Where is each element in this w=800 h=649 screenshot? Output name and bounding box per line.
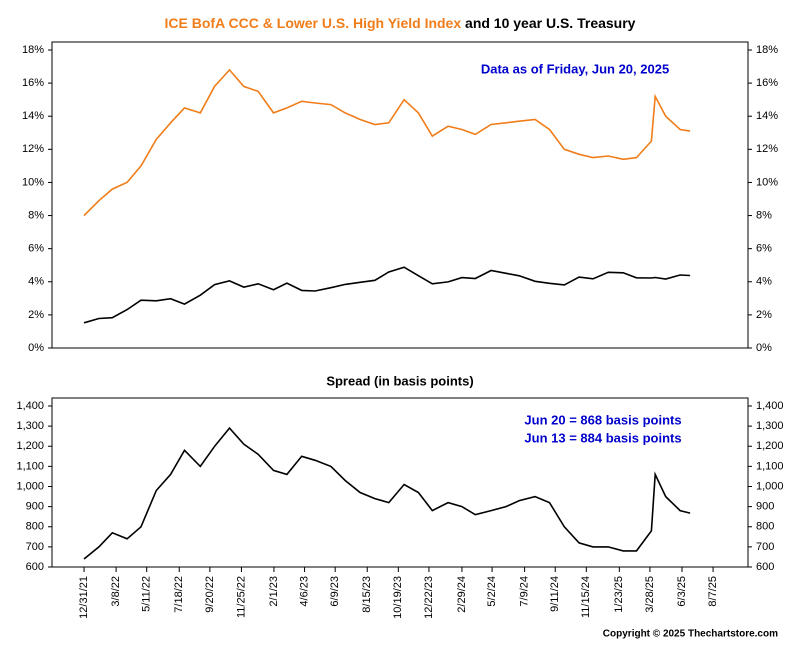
y-tick-label: 18% — [756, 44, 778, 56]
y-tick-label: 900 — [26, 501, 44, 513]
y-tick-label: 1,300 — [16, 420, 44, 432]
y-tick-label: 1,100 — [756, 460, 784, 472]
x-tick-label: 12/22/23 — [423, 576, 435, 619]
copyright: Copyright © 2025 Thechartstore.com — [603, 629, 778, 640]
y-tick-label: 16% — [22, 77, 44, 89]
x-tick-label: 1/23/25 — [613, 576, 625, 613]
y-tick-label: 10% — [22, 176, 44, 188]
y-tick-label: 900 — [756, 501, 774, 513]
series-line — [83, 68, 691, 217]
y-tick-label: 800 — [26, 521, 44, 533]
annotation: Data as of Friday, Jun 20, 2025 — [481, 61, 669, 76]
plot-frame — [51, 397, 749, 568]
y-tick-label: 4% — [28, 276, 44, 288]
x-tick-label: 6/9/23 — [329, 576, 341, 607]
series-line — [83, 426, 691, 560]
y-tick-label: 700 — [26, 541, 44, 553]
x-tick-label: 3/8/22 — [110, 576, 122, 607]
panel-title: Spread (in basis points) — [326, 373, 473, 388]
y-tick-label: 1,400 — [756, 400, 784, 412]
x-tick-label: 12/31/21 — [78, 576, 90, 619]
y-tick-label: 700 — [756, 541, 774, 553]
series-line — [83, 266, 691, 324]
y-tick-label: 8% — [28, 209, 44, 221]
y-tick-label: 1,000 — [16, 480, 44, 492]
x-tick-label: 7/18/22 — [173, 576, 185, 613]
x-tick-label: 3/28/25 — [644, 576, 656, 613]
x-tick-label: 9/20/22 — [204, 576, 216, 613]
x-tick-label: 2/1/23 — [268, 576, 280, 607]
x-tick-label: 5/11/22 — [141, 576, 153, 612]
y-tick-label: 1,200 — [16, 440, 44, 452]
y-tick-label: 12% — [22, 143, 44, 155]
y-tick-label: 14% — [756, 110, 778, 122]
x-tick-label: 7/9/24 — [519, 576, 531, 607]
y-tick-label: 12% — [756, 143, 778, 155]
y-tick-label: 2% — [28, 309, 44, 321]
x-tick-label: 10/19/23 — [392, 576, 404, 619]
y-tick-label: 800 — [756, 521, 774, 533]
y-tick-label: 6% — [28, 243, 44, 255]
y-tick-label: 16% — [756, 77, 778, 89]
chart-title: ICE BofA CCC & Lower U.S. High Yield Ind… — [165, 15, 636, 31]
y-tick-label: 10% — [756, 176, 778, 188]
x-tick-label: 11/25/22 — [235, 576, 247, 618]
annotation: Jun 20 = 868 basis points — [524, 412, 681, 427]
y-tick-label: 600 — [756, 561, 774, 573]
y-tick-label: 600 — [26, 561, 44, 573]
y-tick-label: 1,000 — [756, 480, 784, 492]
y-tick-label: 18% — [22, 44, 44, 56]
x-tick-label: 6/3/25 — [676, 576, 688, 607]
y-tick-label: 1,200 — [756, 440, 784, 452]
y-tick-label: 6% — [756, 243, 772, 255]
x-tick-label: 4/6/23 — [298, 576, 310, 607]
y-tick-label: 1,300 — [756, 420, 784, 432]
x-tick-label: 8/15/23 — [361, 576, 373, 613]
y-tick-label: 1,400 — [16, 400, 44, 412]
y-tick-label: 4% — [756, 276, 772, 288]
title-part: ICE BofA CCC & Lower U.S. High Yield Ind… — [165, 15, 462, 31]
y-tick-label: 1,100 — [16, 460, 44, 472]
annotation: Jun 13 = 884 basis points — [524, 430, 681, 445]
x-tick-label: 2/29/24 — [456, 576, 468, 613]
y-tick-label: 2% — [756, 309, 772, 321]
y-tick-label: 8% — [756, 209, 772, 221]
x-tick-label: 8/7/25 — [707, 576, 719, 607]
y-tick-label: 0% — [28, 342, 44, 354]
y-tick-label: 14% — [22, 110, 44, 122]
x-tick-label: 5/2/24 — [486, 576, 498, 607]
plot-frame — [51, 41, 749, 349]
x-tick-label: 11/15/24 — [580, 576, 592, 618]
title-part: and 10 year U.S. Treasury — [465, 15, 636, 31]
x-tick-label: 9/11/24 — [549, 576, 561, 612]
y-tick-label: 0% — [756, 342, 772, 354]
